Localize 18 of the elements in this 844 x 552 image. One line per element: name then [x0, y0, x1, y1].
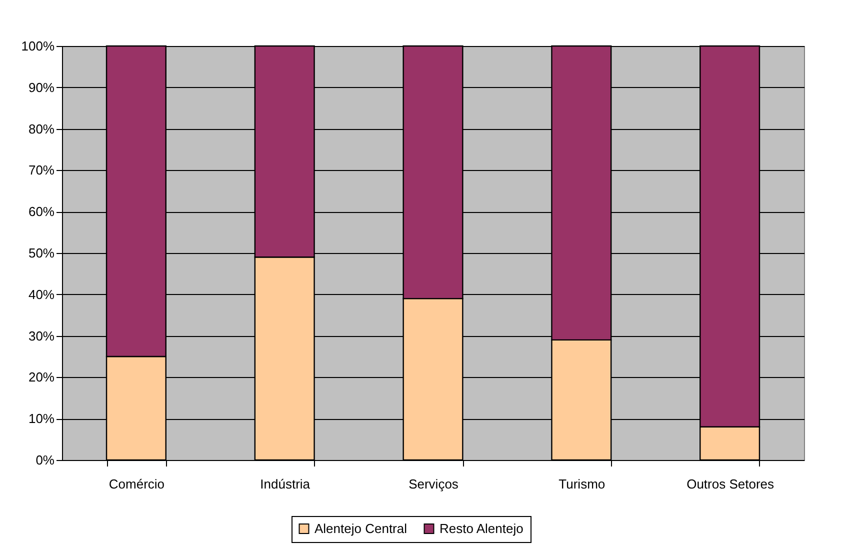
y-tick-label: 0%: [36, 452, 55, 468]
x-tick-label: Comércio: [108, 476, 165, 492]
y-tick-label: 80%: [28, 121, 55, 136]
y-tick-label: 100%: [21, 38, 55, 54]
y-tick-label: 90%: [28, 80, 55, 95]
legend-label: Resto Alentejo: [440, 520, 524, 536]
legend-label: Alentejo Central: [314, 520, 408, 536]
y-tick-label: 20%: [28, 370, 55, 385]
x-tick-label: Serviços: [408, 476, 459, 492]
x-tick-label: Indústria: [260, 476, 311, 492]
y-tick-label: 10%: [28, 411, 55, 426]
y-tick-label: 70%: [28, 162, 55, 178]
x-tick-label: Outros Setores: [686, 476, 775, 492]
y-tick-label: 30%: [28, 328, 55, 344]
y-tick-label: 40%: [28, 286, 55, 302]
x-tick-label: Turismo: [558, 476, 606, 492]
y-tick-label: 60%: [28, 204, 55, 220]
y-tick-label: 50%: [28, 246, 55, 260]
